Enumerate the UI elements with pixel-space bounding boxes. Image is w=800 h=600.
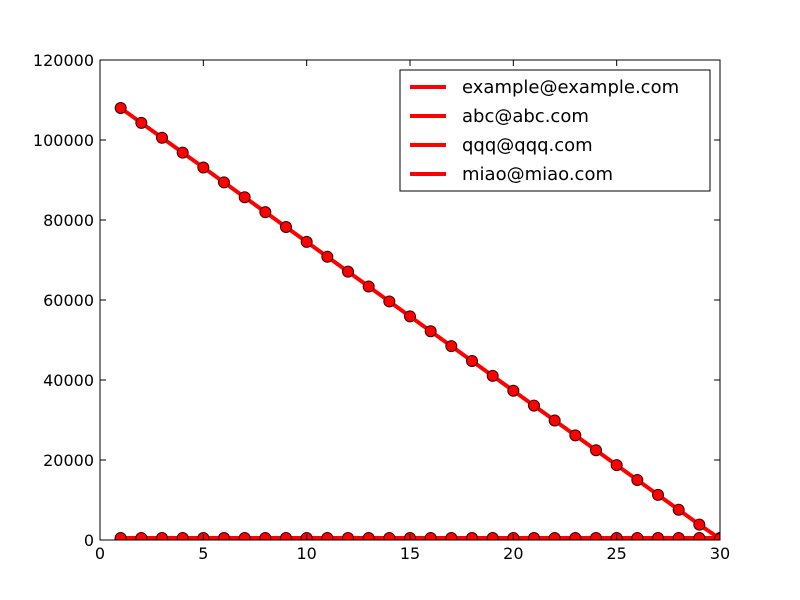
legend-box — [399, 69, 711, 192]
ticks-layer: 0 5 10 15 20 25 30 0 20000 40000 60000 80000 100000 1… — [33, 51, 730, 563]
x-tick-label: 10 — [296, 544, 316, 563]
data-point — [156, 131, 168, 144]
data-point — [693, 532, 706, 540]
data-point — [114, 102, 127, 114]
data-point — [693, 518, 706, 531]
data-point — [259, 532, 272, 540]
data-point — [486, 369, 499, 382]
data-point — [631, 532, 644, 540]
y-tick-label: 60000 — [43, 291, 94, 310]
data-point — [362, 280, 375, 293]
data-point — [445, 532, 458, 540]
legend: example@example.com abc@abc.com qqq@qqq.co… — [399, 69, 711, 192]
data-point — [652, 532, 664, 540]
data-point — [528, 532, 540, 540]
data-point — [631, 474, 644, 486]
legend-label: example@example.com — [462, 77, 679, 98]
data-point — [590, 532, 602, 540]
data-point — [238, 191, 251, 204]
data-point — [569, 532, 582, 540]
data-point — [280, 532, 292, 540]
data-point — [590, 444, 602, 457]
x-tick-label: 20 — [503, 544, 523, 563]
data-point — [176, 532, 189, 540]
y-tick-label: 120000 — [33, 51, 94, 70]
data-point — [404, 310, 416, 323]
x-tick-label: 5 — [198, 544, 208, 563]
data-point — [383, 295, 396, 308]
y-tick-label: 0 — [84, 531, 94, 550]
series-0 — [114, 102, 720, 540]
data-point — [466, 354, 478, 367]
data-point — [714, 532, 720, 540]
y-tick-label: 40000 — [43, 371, 94, 390]
data-point — [135, 116, 148, 129]
y-tick-label: 100000 — [33, 131, 94, 150]
data-point — [321, 532, 334, 540]
data-point — [548, 414, 561, 427]
data-point — [569, 429, 582, 442]
data-point — [259, 206, 272, 219]
data-point — [135, 532, 148, 540]
data-point — [548, 532, 561, 540]
data-point — [672, 503, 685, 516]
data-point — [342, 265, 354, 278]
data-point — [507, 384, 520, 397]
y-tick-label: 20000 — [43, 451, 94, 470]
y-tick-label: 80000 — [43, 211, 94, 230]
data-point — [610, 459, 623, 472]
data-point — [300, 235, 313, 248]
legend-label: qqq@qqq.com — [462, 135, 593, 156]
data-point — [156, 532, 168, 540]
x-tick-label: 30 — [710, 544, 730, 563]
x-tick-label: 0 — [95, 544, 105, 563]
data-point — [114, 532, 127, 540]
data-point — [424, 532, 437, 540]
data-point — [486, 532, 499, 540]
data-point — [362, 532, 375, 540]
data-point — [280, 221, 292, 234]
data-point — [652, 488, 664, 501]
data-point — [383, 532, 396, 540]
x-tick-label: 25 — [606, 544, 626, 563]
x-tick-label: 15 — [400, 544, 420, 563]
data-point — [238, 532, 251, 540]
data-point — [176, 146, 189, 159]
data-point — [218, 532, 230, 540]
data-point — [342, 532, 354, 540]
data-point — [672, 532, 685, 540]
data-point — [321, 250, 334, 263]
data-point — [528, 399, 540, 412]
data-point — [218, 176, 230, 189]
data-point — [424, 325, 437, 338]
data-point — [466, 532, 478, 540]
data-point — [445, 340, 458, 353]
legend-label: miao@miao.com — [462, 164, 613, 185]
legend-label: abc@abc.com — [462, 106, 589, 127]
data-point — [197, 161, 210, 174]
